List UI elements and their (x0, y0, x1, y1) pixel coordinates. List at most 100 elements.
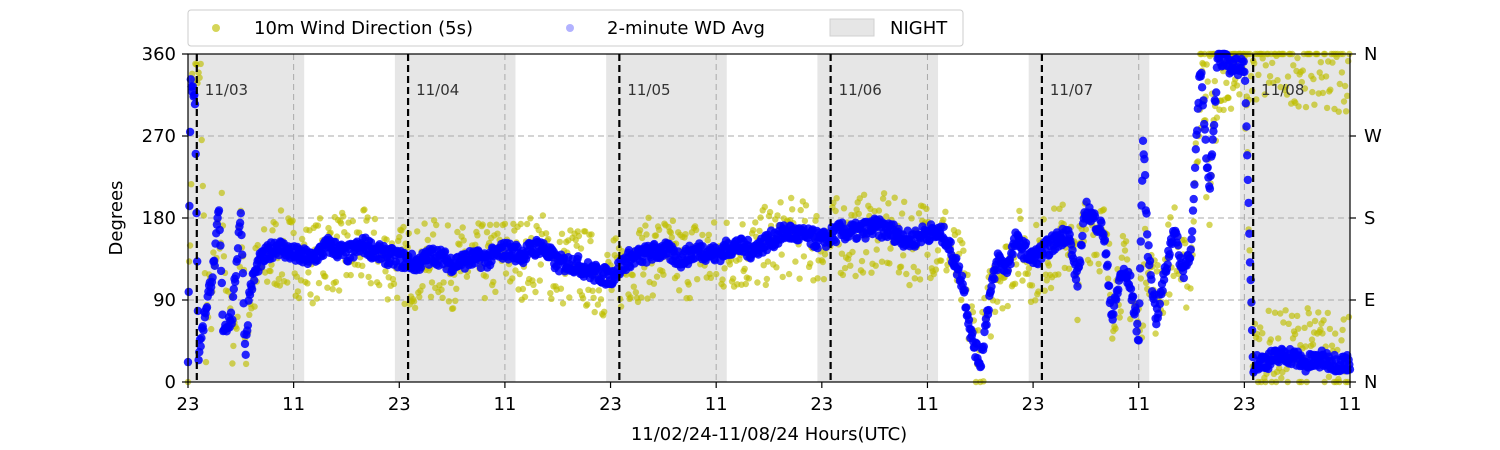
wind-5s-point (384, 296, 391, 303)
wind-5s-point (1305, 310, 1313, 317)
wind-5s-point (779, 273, 786, 281)
x-tick-label: 23 (177, 394, 200, 415)
wd-avg-point (1239, 57, 1248, 66)
wd-avg-point (990, 274, 999, 284)
wind-5s-point (789, 206, 796, 213)
wind-5s-point (1032, 297, 1039, 304)
wd-avg-point (319, 251, 328, 260)
wind-5s-point (1271, 309, 1279, 316)
wind-5s-point (1182, 240, 1189, 247)
wind-5s-point (1117, 308, 1125, 315)
wind-5s-point (858, 257, 866, 265)
wind-5s-point (344, 232, 351, 239)
wind-5s-point (1227, 105, 1235, 112)
wind-5s-point (501, 220, 509, 227)
wind-5s-point (608, 286, 615, 294)
wd-avg-point (1188, 227, 1197, 236)
wind-5s-point (745, 275, 753, 282)
wind-5s-point (766, 208, 774, 216)
wind-5s-point (1283, 91, 1291, 98)
wd-avg-point (1140, 171, 1150, 180)
wind-5s-point (1295, 103, 1302, 110)
wind-5s-point (1223, 79, 1230, 87)
wind-5s-point (1251, 60, 1258, 67)
wd-avg-point (964, 315, 974, 324)
wind-5s-point (801, 217, 809, 225)
wd-avg-point (831, 237, 841, 247)
wind-5s-point (903, 270, 910, 278)
wd-avg-point (1073, 282, 1082, 291)
legend-marker-night (829, 18, 875, 37)
wind-5s-point (1028, 282, 1036, 289)
wd-avg-point (1243, 151, 1252, 160)
wind-5s-point (304, 280, 311, 287)
wind-5s-point (630, 283, 637, 290)
wind-5s-point (340, 213, 347, 220)
wind-5s-point (1016, 207, 1023, 215)
wind-5s-point (1319, 89, 1327, 97)
wd-avg-point (1126, 284, 1136, 293)
wind-5s-point (307, 291, 314, 298)
wd-avg-point (1134, 336, 1143, 345)
wind-5s-point (383, 236, 390, 243)
wind-5s-point (210, 249, 217, 256)
wind-5s-point (898, 210, 906, 217)
wind-5s-point (440, 279, 447, 286)
wind-5s-point (481, 294, 488, 302)
wind-5s-point (713, 270, 720, 278)
wd-avg-point (1138, 136, 1148, 145)
wd-avg-point (199, 326, 208, 335)
wind-5s-point (556, 238, 563, 246)
wd-avg-point (228, 315, 237, 324)
wind-5s-point (652, 232, 660, 239)
wd-avg-point (240, 339, 250, 349)
wind-5s-point (954, 229, 962, 236)
x-tick-label: 23 (1233, 394, 1256, 415)
wd-avg-point (1244, 198, 1253, 208)
wind-5s-point (1104, 275, 1112, 282)
wind-5s-point (901, 198, 908, 205)
wind-5s-point (959, 240, 966, 247)
wind-5s-point (1336, 80, 1344, 88)
wind-5s-point (456, 241, 463, 248)
wind-5s-point (720, 283, 727, 290)
wind-5s-point (364, 214, 371, 221)
wd-avg-point (1159, 275, 1169, 285)
wind-5s-point (335, 287, 343, 294)
wd-avg-point (1242, 122, 1251, 131)
wind-5s-point (294, 288, 302, 295)
wind-5s-point (1041, 287, 1048, 294)
wind-5s-point (1086, 260, 1094, 267)
wind-5s-point (1123, 256, 1131, 263)
wind-5s-point (260, 226, 268, 233)
wd-avg-point (954, 262, 964, 271)
wind-5s-point (802, 202, 810, 209)
wind-5s-point (516, 270, 523, 278)
wind-5s-point (1122, 238, 1130, 245)
wind-5s-point (493, 221, 500, 228)
wind-5s-point (1282, 83, 1290, 91)
wind-5s-point (557, 285, 565, 292)
wind-5s-point (923, 205, 930, 212)
wd-avg-point (193, 257, 202, 266)
wind-5s-point (639, 234, 646, 242)
wind-5s-point (655, 226, 663, 233)
wind-5s-point (566, 294, 573, 301)
wd-avg-point (1126, 271, 1135, 280)
wd-avg-point (238, 250, 247, 259)
wind-5s-point (276, 282, 284, 289)
wind-5s-point (1190, 218, 1197, 225)
wind-5s-point (943, 267, 950, 274)
wind-5s-point (293, 273, 300, 280)
wind-5s-point (915, 210, 923, 217)
wd-avg-point (186, 75, 195, 84)
wd-avg-point (1241, 99, 1251, 108)
wind-5s-point (1256, 335, 1263, 343)
wind-5s-point (1171, 204, 1178, 211)
wind-5s-point (584, 301, 591, 308)
wind-5s-point (900, 252, 907, 259)
wind-5s-point (650, 280, 658, 287)
wind-5s-point (860, 191, 868, 198)
wd-avg-point (1068, 245, 1077, 255)
wind-5s-point (1206, 221, 1213, 228)
